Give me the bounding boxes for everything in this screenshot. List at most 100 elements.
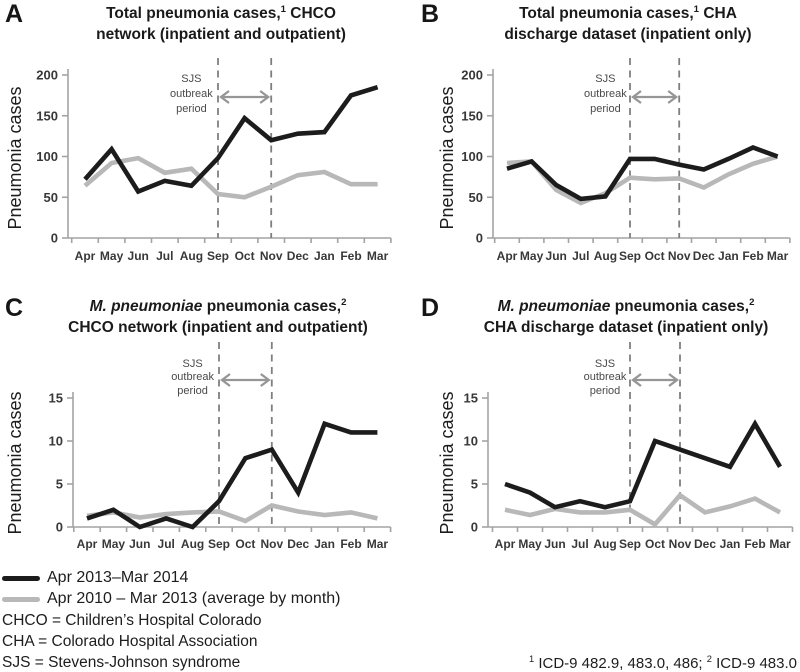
panel-title-line1: M. pneumoniae pneumonia cases,2 [42,296,394,317]
arrowhead-left-icon [631,90,642,104]
series-line-Apr 2010 – Mar 2013 (average by month) [83,155,378,200]
arrowhead-left-icon [219,90,230,104]
x-tick-label: Apr [495,537,516,551]
y-tick-label: 10 [464,434,478,449]
text-part: ICD-9 483.0 [711,655,797,672]
x-tick-label: Dec [694,537,716,551]
text-part: ICD-9 482.9, 483.0, 486; [534,655,707,672]
panel-letter: C [5,294,24,322]
outbreak-annotation-text: outbreak [584,371,627,383]
text-part: Total pneumonia cases, [106,5,281,22]
panel-grid: A Total pneumonia cases,1 CHCO network (… [5,0,800,560]
x-tick-label: Oct [645,537,665,551]
x-tick-label: Nov [668,249,691,263]
text-part: 2 [706,654,712,664]
outbreak-annotation-text: period [590,103,621,115]
panel-title-line2: CHCO network (inpatient and outpatient) [68,319,368,336]
text-part: 1 [528,654,535,664]
arrowhead-right-icon [668,373,679,387]
x-tick-label: Jan [718,249,739,263]
outbreak-annotation-text: SJS [181,73,201,85]
y-tick-label: 15 [464,391,478,406]
arrowhead-left-icon [220,373,231,387]
x-tick-label: Dec [287,249,309,263]
figure-footer: Apr 2013–Mar 2014 Apr 2010 – Mar 2013 (a… [0,560,800,672]
series-line-Apr 2010 – Mar 2013 (average by month) [86,503,378,524]
y-tick-label: 100 [461,149,483,164]
y-tick-label: 150 [36,108,58,123]
text-part: M. pneumoniae [89,298,203,315]
x-tick-label: Feb [340,249,361,263]
line-chart-b: 0 50 100 150 200 Apr May Jun Jul Aug Sep Oct Nov Dec J… [461,58,791,263]
panel-title-line2: CHA discharge dataset (inpatient only) [483,319,769,336]
outbreak-annotation-text: outbreak [584,88,627,100]
series-line-Apr 2010 – Mar 2013 (average by month) [506,154,779,206]
legend-swatch-black-line [2,575,40,581]
y-tick-label: 50 [44,190,58,205]
text-part: pneumonia cases, [202,298,342,315]
text-part: CHCO [285,5,336,22]
x-tick-label: Mar [767,249,789,263]
x-tick-label: Sep [207,249,229,263]
text-part: Total pneumonia cases, [519,5,694,22]
arrowhead-right-icon [259,90,271,104]
outbreak-annotation-text: SJS [595,73,615,85]
y-tick-label: 10 [49,434,63,449]
definition-chco: CHCO = Children’s Hospital Colorado [2,612,262,629]
y-tick-label: 0 [476,231,483,246]
x-tick-label: Apr [497,249,518,263]
panel-letter: B [421,0,440,28]
y-tick-label: 15 [49,391,63,406]
text-part: pneumonia cases, [610,298,750,315]
outbreak-annotation-text: outbreak [170,88,213,100]
line-chart-d: 0 5 10 15 Apr May Jun Jul Aug Sep Oct Nov Dec Jan Feb M… [464,342,794,551]
legend-item-black-series: Apr 2013–Mar 2014 [2,569,188,587]
x-tick-label: Jul [571,537,588,551]
x-tick-label: Feb [340,537,361,551]
x-tick-label: Aug [594,249,617,263]
arrowhead-left-icon [631,373,642,387]
y-tick-label: 100 [36,149,58,164]
outbreak-annotation-text: period [177,385,208,397]
panel-title: M. pneumoniae pneumonia cases,2 CHA disc… [458,296,794,338]
arrowhead-right-icon [260,373,271,387]
panel-d: D M. pneumoniae pneumonia cases,2 CHA di… [400,280,800,560]
outbreak-annotation-text: period [176,103,207,115]
x-tick-label: Jun [546,249,567,263]
outbreak-annotation-text: outbreak [171,371,214,383]
y-tick-label: 5 [56,477,63,492]
x-tick-label: Nov [669,537,692,551]
x-tick-label: Oct [235,249,255,263]
y-tick-label: 5 [471,477,478,492]
y-tick-label: 200 [36,68,58,83]
arrowhead-right-icon [667,90,679,104]
x-tick-label: Feb [744,537,765,551]
series-line-Apr 2010 – Mar 2013 (average by month) [504,492,782,528]
y-tick-label: 0 [471,520,478,535]
x-tick-label: Dec [287,537,309,551]
y-tick-label: 0 [56,520,63,535]
panel-title-line2: network (inpatient and outpatient) [96,26,346,43]
legend-item-gray-series: Apr 2010 – Mar 2013 (average by month) [2,590,341,608]
series-line-Apr 2013–Mar 2014 [504,419,782,510]
legend-label: Apr 2010 – Mar 2013 (average by month) [47,590,341,607]
icd9-footnote: 1 ICD-9 482.9, 483.0, 486; 2 ICD-9 483.0 [528,654,797,672]
panel-title-line1: Total pneumonia cases,1 CHCO [48,3,394,24]
x-tick-label: Mar [367,537,389,551]
x-tick-label: Sep [619,537,641,551]
text-part: 1 [280,3,286,15]
x-tick-label: Nov [260,249,283,263]
x-tick-label: May [518,537,542,551]
panel-title: M. pneumoniae pneumonia cases,2 CHCO net… [42,296,394,338]
outbreak-annotation-text: SJS [595,358,615,370]
x-tick-label: Jul [158,537,175,551]
x-tick-label: May [102,537,126,551]
x-tick-label: Jan [720,537,741,551]
outbreak-annotation-text: SJS [183,358,203,370]
definition-cha: CHA = Colorado Hospital Association [2,633,258,650]
series-line-Apr 2013–Mar 2014 [506,145,779,202]
x-tick-label: Sep [619,249,641,263]
x-tick-label: Mar [367,249,389,263]
series-line-Apr 2013–Mar 2014 [83,85,379,195]
